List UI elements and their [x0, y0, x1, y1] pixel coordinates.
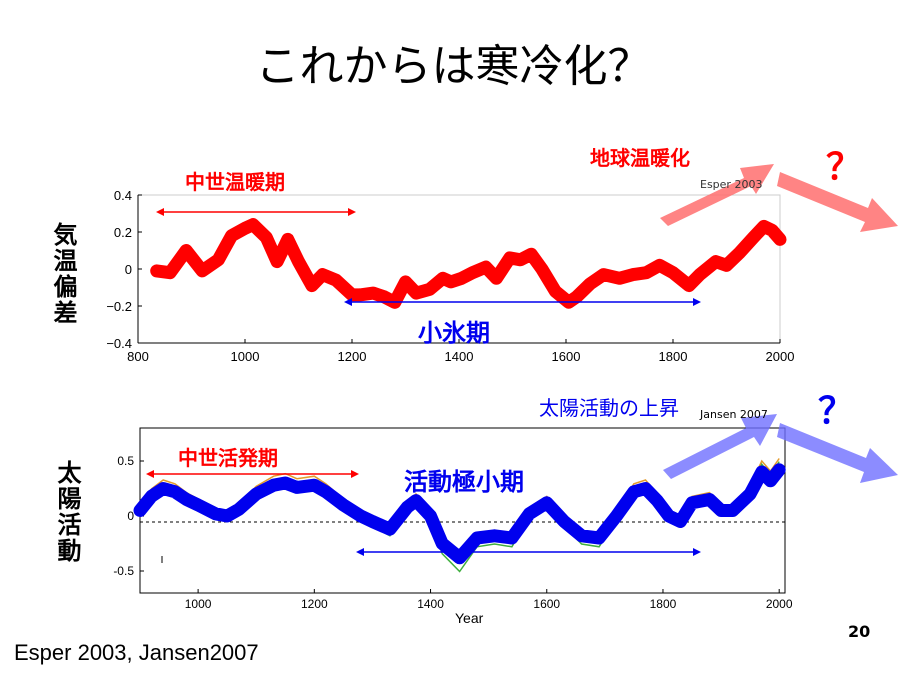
- top-y-label: 気温偏差: [49, 222, 77, 326]
- bottom-x-tick-label: 1200: [301, 597, 328, 611]
- bottom-y-tick-label: 0: [127, 509, 134, 523]
- top-y-tick-label: 0.2: [114, 225, 132, 240]
- top-question-mark: ？: [826, 147, 863, 188]
- top-ticks: 800 1000 1200 1400 1600 1800 2000 0.4 0.2 0 −0.2 −0…: [106, 188, 794, 364]
- bottom-x-tick-label: 2000: [766, 597, 793, 611]
- bottom-question-arrow: [777, 423, 898, 483]
- slide-title: これからは寒冷化？: [255, 41, 652, 92]
- top-x-tick-label: 2000: [766, 349, 795, 364]
- top-y-tick-label: −0.2: [106, 299, 132, 314]
- top-chart: 800 1000 1200 1400 1600 1800 2000 0.4 0.2 0 −0.2 −0…: [106, 164, 898, 364]
- bottom-y-tick-label: -0.5: [113, 564, 134, 578]
- bottom-chart: 1000 1200 1400 1600 1800 2000 0.5 0 -0.5: [113, 414, 898, 611]
- warming-label: 地球温暖化: [590, 146, 690, 170]
- top-y-tick-label: 0: [125, 262, 132, 277]
- cold-period-label: 小氷期: [418, 319, 490, 347]
- bottom-ticks: 1000 1200 1400 1600 1800 2000 0.5 0 -0.5: [113, 454, 793, 611]
- bottom-question-mark: ？: [818, 391, 855, 432]
- top-x-tick-label: 1400: [445, 349, 474, 364]
- bottom-x-tick-label: 1400: [417, 597, 444, 611]
- minimum-period-label: 活動極小期: [404, 468, 524, 496]
- cold-span-left-arrowhead: [344, 298, 352, 306]
- active-span-left-arrowhead: [146, 470, 154, 478]
- top-y-tick-label: 0.4: [114, 188, 132, 203]
- top-source-note: Esper 2003: [700, 178, 763, 191]
- solar-series-line: [133, 463, 786, 565]
- top-x-tick-label: 1600: [552, 349, 581, 364]
- bottom-x-tick-label: 1800: [650, 597, 677, 611]
- warm-span-right-arrowhead: [348, 208, 356, 216]
- citation: Esper 2003, Jansen2007: [14, 640, 259, 665]
- bottom-x-tick-label: 1600: [533, 597, 560, 611]
- bottom-source-note: Jansen 2007: [700, 408, 768, 421]
- solar-rise-label: 太陽活動の上昇: [539, 396, 679, 420]
- active-span-right-arrowhead: [351, 470, 359, 478]
- warm-span-left-arrowhead: [156, 208, 164, 216]
- top-x-tick-label: 800: [127, 349, 149, 364]
- bottom-y-label: 太陽活動: [53, 460, 81, 564]
- top-x-tick-label: 1000: [231, 349, 260, 364]
- bottom-plot-frame: [139, 427, 786, 594]
- top-y-tick-label: −0.4: [106, 336, 132, 351]
- temperature-series-line: [150, 218, 787, 309]
- minimum-span-left-arrowhead: [356, 548, 364, 556]
- cold-span-right-arrowhead: [693, 298, 701, 306]
- minimum-span-right-arrowhead: [693, 548, 701, 556]
- bottom-y-tick-label: 0.5: [117, 454, 134, 468]
- top-x-tick-label: 1200: [338, 349, 367, 364]
- warming-arrow: [660, 164, 774, 226]
- active-period-label: 中世活発期: [178, 446, 278, 470]
- page-number: 20: [848, 622, 871, 641]
- warm-period-label: 中世温暖期: [185, 170, 285, 194]
- bottom-x-tick-label: 1000: [185, 597, 212, 611]
- bottom-x-label: Year: [455, 610, 484, 626]
- solar-rise-arrow: [663, 414, 777, 479]
- top-question-arrow: [777, 172, 898, 232]
- top-x-tick-label: 1800: [659, 349, 688, 364]
